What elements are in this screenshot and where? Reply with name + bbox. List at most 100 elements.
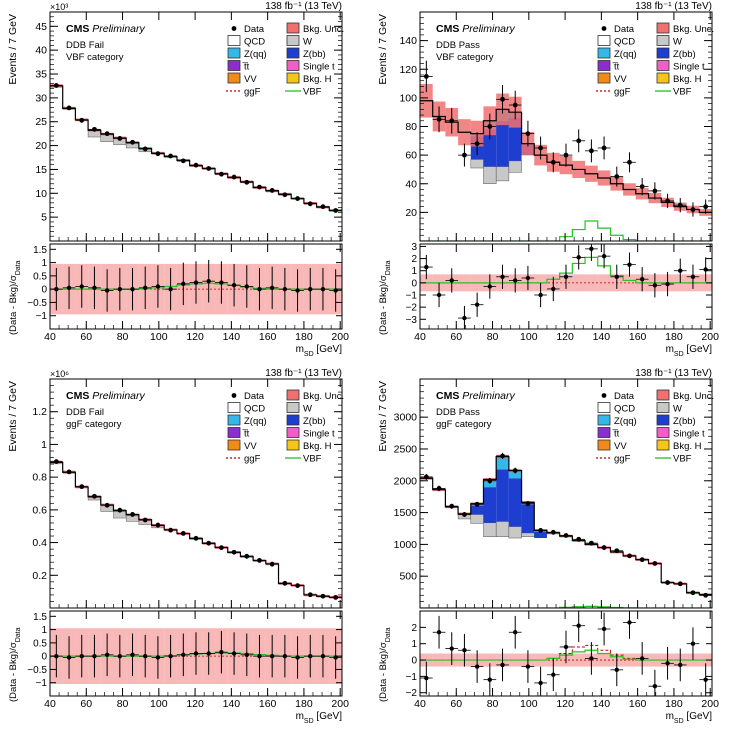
resid-point	[652, 283, 658, 288]
data-point	[614, 548, 620, 554]
x-tick-label: 80	[487, 331, 499, 343]
data-point	[665, 580, 670, 585]
resid-point	[424, 675, 429, 681]
legend-label: VV	[614, 441, 627, 452]
legend-label: QCD	[614, 404, 635, 415]
top-plot-area	[420, 452, 712, 608]
y-tick-label: 45	[35, 21, 47, 33]
panel-0: 5 10 15 20 25 30 35 40 45 −1 −0.5 0 0.5 1 1.5 40 60 80 100…	[7, 1, 349, 358]
x-tick-label: 80	[487, 698, 499, 710]
legend-data-marker	[601, 393, 607, 398]
resid-point	[487, 284, 493, 289]
resid-point	[538, 680, 543, 686]
resid-y-tick-label: 1	[41, 625, 47, 636]
x-axis-label: mSD [GeV]	[666, 711, 713, 725]
resid-point	[206, 278, 211, 284]
y-tick-label: 5	[41, 212, 47, 224]
lumi-label: 138 fb⁻¹ (13 TeV)	[635, 368, 712, 379]
resid-point	[601, 626, 607, 632]
x-axis-label: mSD [GeV]	[666, 344, 713, 358]
data-point	[282, 580, 288, 586]
data-point	[244, 553, 250, 559]
x-tick-label: 80	[117, 698, 129, 710]
data-point	[130, 512, 135, 517]
data-point	[538, 527, 544, 533]
legend-swatch	[656, 427, 670, 438]
resid-point	[690, 641, 696, 646]
data-point	[117, 507, 123, 513]
resid-y-tick-label: −0.5	[27, 665, 47, 676]
legend-label: Z(qq)	[244, 416, 267, 427]
resid-point	[614, 667, 619, 673]
resid-unc-band	[572, 274, 586, 292]
resid-point	[665, 281, 670, 287]
x-tick-label: 120	[556, 331, 574, 343]
resid-point	[576, 255, 581, 260]
legend-swatch	[286, 22, 300, 34]
region-label: DDB Pass	[436, 40, 480, 51]
data-point	[307, 201, 313, 207]
legend-swatch	[227, 47, 241, 59]
legend-label: Data	[244, 24, 265, 35]
data-point	[677, 581, 683, 587]
resid-unc-band	[585, 274, 598, 292]
y-tick-label: 0.2	[32, 570, 47, 582]
category-label: VBF category	[66, 52, 124, 63]
resid-point	[690, 274, 696, 279]
resid-y-axis-label: (Data - Bkg)/σData	[8, 627, 22, 702]
data-point	[690, 590, 696, 596]
total-bkg-line	[50, 461, 342, 598]
legend-label: Z(bb)	[303, 49, 326, 60]
legend-label: Single t	[673, 429, 705, 440]
legend-label: Bkg. H	[303, 441, 332, 452]
resid-unc-band	[572, 653, 586, 667]
resid-point	[639, 277, 645, 282]
data-point	[244, 179, 250, 185]
x-tick-label: 60	[80, 698, 92, 710]
legend-label: Z(qq)	[244, 49, 267, 60]
data-point	[117, 136, 123, 141]
legend-label: Data	[614, 24, 635, 35]
legend-label: Data	[244, 391, 265, 402]
resid-point	[193, 651, 199, 656]
w-bar	[508, 160, 522, 173]
resid-point	[513, 278, 518, 283]
legend-swatch	[286, 47, 300, 59]
resid-point	[206, 651, 211, 656]
x-tick-label: 180	[665, 698, 683, 710]
data-point	[282, 192, 288, 198]
data-point	[269, 561, 275, 567]
y-tick-label: 35	[35, 69, 47, 81]
y-tick-label: 120	[399, 64, 417, 76]
resid-point	[231, 651, 237, 656]
data-point	[269, 188, 275, 193]
legend-swatch	[597, 60, 611, 71]
legend-swatch	[597, 35, 611, 46]
y-tick-label: 15	[35, 164, 47, 176]
resid-point	[181, 281, 186, 287]
legend-label: t̅t	[242, 62, 249, 73]
resid-point	[219, 649, 224, 655]
data-point	[474, 501, 480, 507]
resid-point	[500, 662, 505, 668]
resid-point	[130, 286, 135, 292]
legend-swatch	[597, 47, 611, 59]
data-point	[53, 83, 59, 88]
x-tick-label: 100	[150, 331, 168, 343]
resid-point	[181, 652, 186, 658]
total-bkg-line	[420, 456, 712, 596]
resid-point	[563, 274, 569, 279]
y-tick-label: 2000	[394, 475, 418, 487]
legend-label: Bkg. H	[303, 74, 332, 85]
zbb-bar	[534, 530, 547, 539]
resid-point	[576, 623, 581, 628]
x-tick-label: 40	[414, 698, 426, 710]
resid-point	[269, 285, 275, 291]
resid-point	[525, 664, 531, 669]
y-tick-label: 1500	[394, 507, 418, 519]
y-axis-label: Events / 7 GeV	[7, 14, 19, 85]
legend-label: W	[303, 404, 312, 415]
panel-3: 500 1000 1500 2000 2500 3000 −2 −1 0 1 2 40 60 80 100 1…	[377, 368, 719, 725]
lumi-label: 138 fb⁻¹ (13 TeV)	[635, 1, 712, 12]
data-point	[320, 204, 326, 210]
